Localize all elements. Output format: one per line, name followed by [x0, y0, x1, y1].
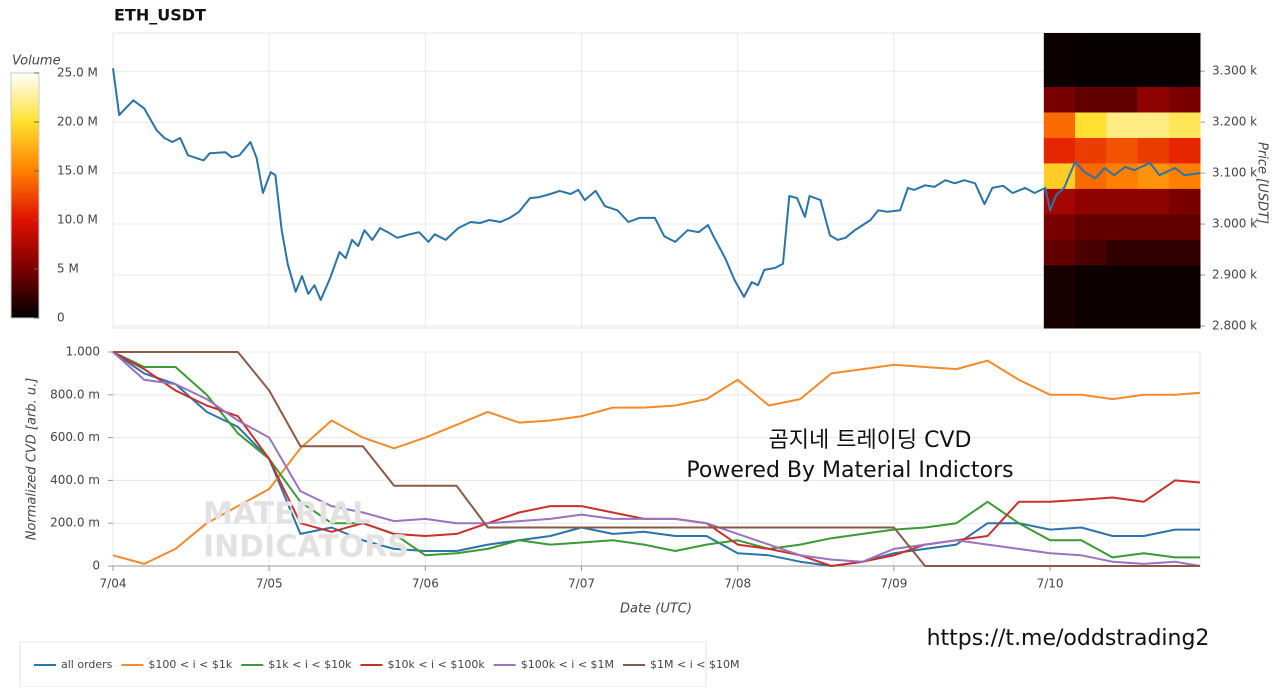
heatmap-cell	[1075, 137, 1107, 164]
colorbar-tick-label: 20.0 M	[57, 115, 98, 129]
heatmap-cell	[1106, 137, 1139, 164]
heatmap-cell	[1168, 264, 1201, 329]
chart-title: ETH_USDT	[114, 6, 206, 25]
colorbar-title: Volume	[12, 54, 61, 69]
data-line	[112, 359, 1201, 565]
y-tick-label: 200.0 m	[50, 516, 100, 530]
x-tick-label: 7/08	[724, 577, 751, 591]
legend-label: $1k < i < $10k	[268, 658, 352, 671]
colorbar-tick-label: 25.0 M	[57, 66, 98, 80]
y-tick-label: 2.800 k	[1212, 318, 1257, 332]
heatmap-cell	[1168, 86, 1201, 113]
heatmap-cell	[1106, 213, 1139, 240]
colorbar-tick-label: 5 M	[57, 262, 79, 276]
y-tick-label: 1.000	[66, 345, 100, 359]
colorbar-tick-label: 0	[57, 311, 65, 325]
x-tick-label: 7/06	[412, 577, 439, 591]
plot-area	[112, 351, 1201, 567]
x-tick-label: 7/10	[1037, 577, 1064, 591]
heatmap-cell	[1137, 111, 1170, 138]
x-tick-label: 7/04	[100, 577, 127, 591]
heatmap-cell	[1106, 239, 1139, 266]
heatmap-cell	[1043, 213, 1076, 240]
x-tick-label: 7/05	[256, 577, 283, 591]
legend-label: $10k < i < $100k	[387, 658, 485, 671]
heatmap-cell	[1106, 264, 1139, 329]
legend-label: $100 < i < $1k	[148, 658, 232, 671]
heatmap-cell	[1106, 162, 1139, 189]
heatmap-cell	[1043, 33, 1076, 87]
heatmap-cell	[1043, 162, 1076, 189]
y-tick-label: 0	[92, 559, 100, 573]
heatmap-cell	[1075, 111, 1107, 138]
heatmap-cell	[1106, 86, 1139, 113]
heatmap-cell	[1168, 188, 1201, 215]
heatmap-cell	[1106, 188, 1139, 215]
y-tick-label: 3.100 k	[1212, 166, 1257, 180]
data-line	[113, 351, 1200, 567]
annotation: https://t.me/oddstrading2	[927, 626, 1210, 651]
heatmap-cell	[1043, 137, 1076, 164]
heatmap-cell	[1075, 86, 1107, 113]
heatmap-cell	[1043, 264, 1076, 329]
data-line	[112, 68, 1201, 301]
heatmap-cell	[1043, 239, 1076, 266]
heatmap-cell	[1043, 86, 1076, 113]
annotation: Powered By Material Indictors	[686, 458, 1013, 483]
legend-label: $100k < i < $1M	[521, 658, 614, 671]
annotation: INDICATORS	[203, 530, 409, 565]
data-line	[112, 351, 1201, 567]
x-axis-label: Date (UTC)	[620, 602, 692, 617]
y-tick-label: 400.0 m	[50, 473, 100, 487]
colorbar-tick-label: 10.0 M	[57, 213, 98, 227]
heatmap-cell	[1043, 111, 1076, 138]
x-tick-label: 7/09	[880, 577, 907, 591]
x-tick-label: 7/07	[568, 577, 595, 591]
annotation: 곰지네 트레이딩 CVD	[768, 428, 971, 453]
y-axis-label: Price [USDT]	[1255, 142, 1270, 224]
heatmap-cell	[1168, 213, 1201, 240]
heatmap-cell	[1137, 188, 1170, 215]
plot-area	[112, 32, 1201, 329]
y-tick-label: 3.000 k	[1212, 217, 1257, 231]
y-tick-label: 3.200 k	[1212, 115, 1257, 129]
heatmap-cell	[1137, 239, 1170, 266]
heatmap-cell	[1075, 33, 1107, 87]
legend-label: $1M < i < $10M	[650, 658, 739, 671]
y-tick-label: 3.300 k	[1212, 64, 1257, 78]
data-line	[112, 351, 1200, 559]
heatmap-cell	[1137, 86, 1170, 113]
y-tick-label: 600.0 m	[50, 430, 100, 444]
heatmap-cell	[1075, 264, 1107, 329]
heatmap-cell	[1168, 239, 1201, 266]
heatmap-cell	[1075, 213, 1107, 240]
data-line	[112, 351, 1200, 567]
heatmap-cell	[1137, 264, 1170, 329]
heatmap-cell	[1106, 33, 1139, 87]
heatmap-cell	[1137, 213, 1170, 240]
heatmap-cell	[1075, 239, 1107, 266]
colorbar	[10, 72, 40, 319]
heatmap-cell	[1075, 188, 1107, 215]
colorbar-tick-label: 15.0 M	[57, 164, 98, 178]
heatmap-cell	[1168, 33, 1201, 87]
heatmap-cell	[1168, 137, 1201, 164]
annotation: MATERIAL	[203, 497, 371, 532]
y-tick-label: 2.900 k	[1212, 268, 1257, 282]
y-axis-label: Normalized CVD [arb. u.]	[25, 378, 40, 541]
legend-label: all orders	[61, 658, 113, 671]
heatmap-cell	[1168, 111, 1201, 138]
y-tick-label: 800.0 m	[50, 387, 100, 401]
heatmap-cell	[1106, 111, 1139, 138]
heatmap-cell	[1137, 33, 1170, 87]
heatmap-cell	[1137, 137, 1170, 164]
